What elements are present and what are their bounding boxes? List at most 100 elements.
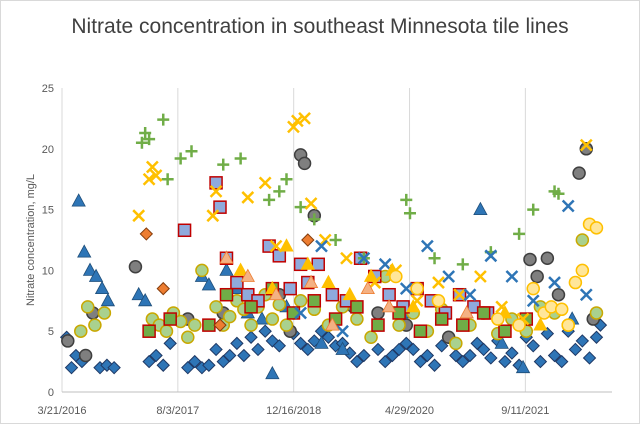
data-point	[449, 348, 463, 363]
data-point	[505, 270, 519, 283]
data-point	[589, 306, 604, 320]
data-point	[476, 306, 491, 320]
data-point	[474, 270, 487, 283]
data-point	[233, 262, 248, 276]
data-point	[301, 233, 315, 247]
data-point	[360, 280, 375, 295]
data-point	[143, 133, 156, 146]
y-axis-tick-labels: 0 5 10 15 20 25	[42, 83, 54, 399]
data-point	[463, 288, 477, 302]
data-point	[523, 252, 537, 267]
data-point	[188, 318, 202, 332]
data-point	[188, 354, 202, 369]
data-point	[219, 287, 234, 302]
data-point	[94, 280, 110, 295]
data-point	[142, 324, 156, 338]
data-point	[217, 158, 230, 171]
data-point	[494, 335, 509, 349]
data-point	[406, 342, 420, 357]
data-point	[279, 318, 294, 332]
data-point	[132, 209, 146, 223]
data-point	[258, 324, 272, 338]
data-point	[357, 251, 371, 265]
data-point	[484, 351, 498, 365]
data-point	[406, 299, 421, 313]
data-point	[142, 354, 156, 369]
data-point	[382, 287, 396, 302]
data-point	[427, 358, 442, 372]
data-point	[80, 300, 95, 314]
data-point	[135, 136, 148, 149]
y-axis-title: Nitrate concentration, mg/L	[25, 174, 37, 306]
data-point	[163, 336, 177, 351]
data-point	[552, 187, 565, 200]
data-point	[272, 339, 287, 353]
data-point	[378, 354, 392, 369]
data-point	[582, 351, 597, 365]
data-point	[234, 152, 247, 165]
data-point	[219, 250, 234, 264]
data-point	[526, 281, 540, 296]
data-point	[526, 294, 540, 308]
data-point	[589, 330, 604, 344]
data-point	[293, 336, 308, 351]
data-point	[579, 142, 594, 156]
y-tick-label: 20	[42, 144, 54, 156]
data-point	[456, 354, 470, 369]
data-point	[325, 287, 340, 302]
data-point	[244, 300, 258, 314]
data-point	[297, 156, 312, 171]
data-point	[308, 213, 321, 226]
data-point	[442, 270, 456, 283]
data-point	[201, 277, 217, 291]
y-tick-label: 5	[48, 326, 54, 338]
data-point	[177, 223, 192, 238]
data-point	[230, 336, 244, 351]
data-point	[533, 317, 548, 331]
data-point	[572, 166, 586, 180]
data-point	[209, 300, 223, 314]
y-tick-label: 0	[48, 387, 54, 399]
data-point	[568, 342, 583, 357]
data-point	[336, 324, 349, 338]
data-point	[575, 334, 590, 348]
data-point	[209, 342, 223, 357]
data-point	[301, 342, 315, 357]
data-point	[410, 281, 424, 296]
data-point	[258, 176, 272, 190]
data-point	[139, 126, 152, 139]
data-point	[561, 318, 575, 332]
data-point	[449, 336, 463, 351]
data-point	[315, 239, 328, 253]
data-point	[533, 354, 548, 369]
data-point	[575, 263, 590, 278]
data-point	[498, 324, 512, 338]
data-point	[82, 262, 98, 276]
data-point	[283, 281, 297, 296]
data-point	[505, 346, 519, 360]
data-point	[280, 173, 293, 186]
data-point	[269, 239, 283, 253]
data-point	[321, 330, 336, 344]
data-point	[432, 276, 445, 289]
data-point	[420, 239, 434, 253]
data-point	[237, 348, 251, 363]
data-point	[213, 318, 227, 332]
data-point	[128, 260, 143, 274]
data-point	[209, 176, 223, 190]
data-point	[364, 330, 378, 345]
data-point	[420, 348, 435, 363]
data-point	[568, 275, 583, 290]
data-point	[138, 292, 153, 307]
data-point	[456, 258, 469, 271]
data-point	[555, 354, 569, 369]
data-point	[223, 348, 237, 363]
data-point	[530, 269, 544, 284]
data-point	[61, 334, 75, 348]
data-point	[350, 300, 364, 314]
data-point	[149, 169, 163, 182]
y-tick-label: 10	[42, 265, 54, 277]
data-point	[547, 348, 562, 363]
data-point	[463, 348, 477, 363]
data-point	[64, 360, 79, 375]
